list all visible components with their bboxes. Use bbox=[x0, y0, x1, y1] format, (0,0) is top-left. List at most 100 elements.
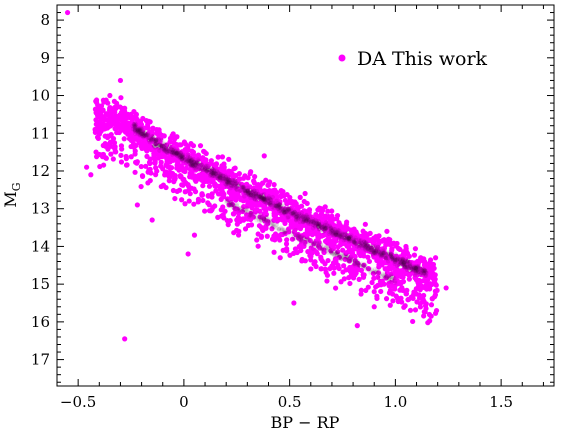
density-point bbox=[211, 170, 216, 176]
data-point bbox=[120, 121, 126, 127]
data-point bbox=[200, 197, 206, 204]
density-point bbox=[145, 132, 150, 138]
data-point bbox=[107, 110, 113, 116]
data-point bbox=[277, 255, 283, 261]
density-point bbox=[331, 252, 336, 258]
density-point bbox=[268, 202, 274, 208]
data-point bbox=[236, 171, 242, 177]
data-point bbox=[96, 109, 102, 115]
data-point bbox=[322, 221, 328, 228]
density-point bbox=[153, 145, 158, 150]
data-point bbox=[221, 175, 227, 181]
data-point bbox=[366, 258, 373, 265]
data-point bbox=[224, 217, 230, 224]
density-point bbox=[365, 245, 371, 251]
data-point bbox=[122, 336, 128, 342]
data-point bbox=[223, 183, 229, 189]
data-point bbox=[308, 253, 314, 259]
density-point bbox=[270, 205, 275, 210]
density-point bbox=[266, 195, 271, 201]
density-point bbox=[391, 256, 396, 262]
density-point bbox=[303, 241, 308, 246]
density-point bbox=[316, 221, 322, 227]
density-point bbox=[377, 250, 383, 255]
data-point bbox=[267, 205, 273, 211]
data-point bbox=[378, 261, 385, 267]
density-point bbox=[306, 217, 312, 223]
data-point bbox=[361, 262, 367, 268]
density-point bbox=[422, 271, 427, 276]
density-point bbox=[157, 142, 162, 148]
data-point bbox=[245, 175, 251, 181]
data-point bbox=[329, 213, 335, 219]
data-point bbox=[105, 100, 111, 106]
data-point bbox=[229, 201, 235, 207]
density-point bbox=[365, 242, 370, 247]
density-point bbox=[137, 133, 142, 138]
density-point bbox=[283, 206, 288, 211]
data-point bbox=[179, 197, 185, 203]
data-point bbox=[339, 224, 346, 231]
data-point bbox=[333, 228, 339, 234]
data-point bbox=[255, 187, 261, 193]
data-point bbox=[361, 232, 367, 238]
data-point bbox=[167, 165, 173, 171]
density-point bbox=[205, 167, 210, 173]
density-point bbox=[422, 268, 427, 273]
density-point bbox=[382, 271, 387, 276]
data-point bbox=[190, 149, 196, 155]
density-point bbox=[228, 182, 234, 188]
density-point bbox=[275, 204, 280, 209]
density-point bbox=[216, 174, 222, 180]
data-point bbox=[163, 162, 169, 168]
data-point bbox=[376, 233, 382, 239]
density-point bbox=[209, 168, 215, 174]
data-point bbox=[182, 201, 188, 207]
density-point bbox=[222, 176, 227, 181]
density-point bbox=[218, 175, 223, 181]
density-point bbox=[377, 272, 382, 277]
density-point bbox=[199, 166, 204, 171]
density-point bbox=[261, 196, 266, 201]
data-point bbox=[293, 208, 299, 214]
data-point bbox=[230, 211, 237, 217]
density-point bbox=[241, 185, 247, 190]
data-point bbox=[185, 187, 192, 194]
data-point bbox=[269, 226, 275, 232]
data-point bbox=[369, 279, 375, 286]
data-point bbox=[149, 217, 155, 223]
data-point bbox=[407, 271, 413, 277]
data-point bbox=[113, 123, 119, 130]
data-point bbox=[261, 203, 268, 209]
data-point bbox=[149, 129, 155, 135]
density-point bbox=[130, 124, 135, 129]
density-point bbox=[143, 130, 148, 135]
data-point bbox=[370, 270, 377, 277]
density-point bbox=[189, 158, 194, 163]
data-point bbox=[167, 151, 173, 157]
density-point bbox=[412, 268, 417, 274]
data-point bbox=[298, 247, 304, 254]
density-point bbox=[399, 262, 405, 268]
data-point bbox=[388, 250, 394, 257]
data-point bbox=[171, 140, 177, 146]
density-point bbox=[187, 159, 193, 164]
data-point bbox=[399, 254, 405, 260]
data-point bbox=[326, 234, 332, 240]
density-point bbox=[385, 251, 390, 257]
data-point bbox=[405, 263, 411, 269]
density-point bbox=[400, 262, 406, 267]
data-point bbox=[287, 217, 293, 223]
data-point bbox=[156, 127, 162, 133]
data-point bbox=[239, 181, 245, 187]
data-point bbox=[133, 113, 139, 119]
density-point bbox=[372, 247, 378, 253]
data-point bbox=[183, 141, 189, 147]
density-point bbox=[383, 254, 388, 259]
density-point bbox=[390, 255, 395, 260]
density-point bbox=[214, 171, 219, 177]
data-point bbox=[367, 230, 373, 236]
density-point bbox=[190, 162, 196, 168]
data-point bbox=[203, 164, 209, 170]
density-point bbox=[364, 243, 370, 248]
